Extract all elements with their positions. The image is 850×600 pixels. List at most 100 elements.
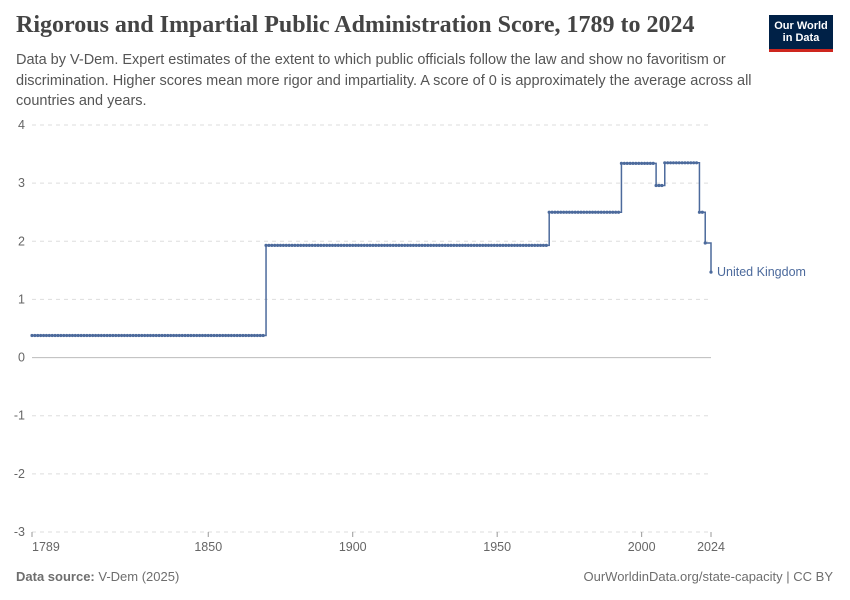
y-tick-label: 3 [18,176,25,190]
owid-logo[interactable]: Our World in Data [769,15,833,52]
data-point [105,333,109,338]
data-point [648,161,652,165]
x-tick-label: 1850 [194,540,222,554]
data-point [605,210,609,214]
data-point [359,243,363,247]
data-point [614,210,618,214]
data-point [174,333,179,338]
data-point [307,243,311,247]
data-point [238,333,242,338]
data-point [319,243,323,247]
data-point [388,243,392,247]
data-point [50,333,54,338]
data-point [73,333,77,338]
data-point [145,333,150,338]
data-point [697,210,702,214]
data-point [478,243,482,247]
data-point [235,333,239,338]
data-point [180,333,184,338]
data-point [579,210,583,214]
data-point [119,333,124,338]
data-point [342,243,346,247]
data-point [62,333,66,338]
x-tick-label: 2000 [628,540,656,554]
data-point [645,161,650,165]
data-point [93,333,98,338]
data-point [640,161,644,165]
data-point [209,333,213,338]
data-point [59,333,63,338]
data-source-link[interactable]: V-Dem (2025) [98,569,180,584]
data-point [96,333,101,338]
data-point [651,161,655,165]
data-point [65,333,69,338]
y-tick-label: 0 [18,351,25,365]
data-point [498,243,502,247]
data-point [117,333,121,338]
data-point [203,333,207,338]
data-source-label: Data source: [16,569,95,584]
data-point [611,210,615,214]
data-point [247,333,251,338]
data-point [330,243,335,247]
x-tick-label: 1789 [32,540,60,554]
data-point [290,243,294,247]
data-point [550,210,554,214]
data-point [140,333,144,338]
data-point [544,243,548,247]
data-point [128,333,132,338]
data-point [437,243,441,247]
data-point [585,210,589,214]
series-line-united-kingdom [32,162,712,337]
license-link[interactable]: OurWorldinData.org/state-capacity | CC B… [583,569,833,584]
data-source: Data source: V-Dem (2025) [16,569,179,584]
chart-subtitle: Data by V-Dem. Expert estimates of the e… [16,52,752,109]
data-point [131,333,135,338]
data-point [423,243,427,247]
data-point [258,333,262,338]
data-point [328,243,332,247]
data-point [275,243,280,247]
data-point [414,243,418,247]
data-point [47,333,51,338]
data-point [582,210,586,214]
data-point [449,243,453,247]
data-point [79,333,83,338]
data-point [70,333,75,338]
data-point [406,243,410,247]
data-point [160,333,164,338]
data-point [134,333,138,338]
data-point [460,243,465,247]
data-point [504,243,508,247]
data-point [192,333,196,338]
data-point [163,333,167,338]
data-point [56,333,60,338]
data-point [527,243,531,247]
data-point [674,161,678,165]
data-point [154,333,158,338]
data-point [452,243,456,247]
data-point [281,243,285,247]
data-point [171,333,176,338]
data-point [99,333,103,338]
data-point [333,243,337,247]
logo-line-1: Our World [774,20,828,32]
data-point [325,243,329,247]
data-point [564,210,569,214]
data-point [634,161,638,165]
data-point [524,243,528,247]
data-point [143,333,147,338]
data-point [223,333,228,338]
data-point [197,333,202,338]
data-point [541,243,546,247]
data-point [313,243,317,247]
data-point [562,210,566,214]
data-point [339,243,343,247]
data-point [671,161,676,165]
chart-title: Rigorous and Impartial Public Administra… [16,12,695,38]
data-point [287,243,291,247]
data-point [310,243,314,247]
data-point [169,333,173,338]
data-point [351,243,355,247]
data-point [616,210,621,214]
